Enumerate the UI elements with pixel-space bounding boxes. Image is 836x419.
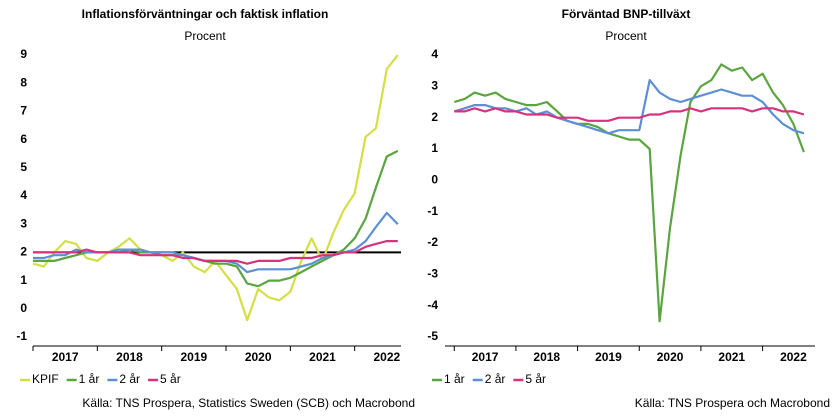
- legend-label: 2 år: [119, 372, 140, 386]
- chart-title: Inflationsförväntningar och faktisk infl…: [82, 7, 329, 21]
- y-tick-label: -3: [427, 267, 438, 281]
- x-tick-label: 2020: [657, 350, 684, 364]
- chart-subtitle: Procent: [605, 29, 647, 43]
- legend-label: 5 år: [525, 372, 546, 386]
- y-tick-label: 8: [20, 75, 27, 89]
- legend-label: 2 år: [485, 372, 506, 386]
- y-tick-label: -1: [16, 329, 27, 343]
- chart-title: Förväntad BNP-tillväxt: [562, 7, 691, 21]
- source-note: Källa: TNS Prospera, Statistics Sweden (…: [82, 396, 415, 410]
- legend-label: KPIF: [32, 372, 59, 386]
- x-tick-label: 2019: [595, 350, 622, 364]
- y-tick-label: 5: [20, 160, 27, 174]
- y-tick-label: 2: [20, 245, 27, 259]
- y-tick-label: 1: [431, 141, 438, 155]
- x-tick-label: 2020: [245, 350, 272, 364]
- y-tick-label: 4: [431, 47, 438, 61]
- x-tick-label: 2017: [52, 350, 79, 364]
- y-tick-label: 0: [431, 173, 438, 187]
- y-tick-label: 0: [20, 301, 27, 315]
- x-tick-label: 2019: [180, 350, 207, 364]
- y-tick-label: 6: [20, 132, 27, 146]
- series-line: [453, 63, 805, 323]
- x-tick-label: 2018: [116, 350, 143, 364]
- legend-label: 5 år: [160, 372, 181, 386]
- series-line: [33, 240, 398, 265]
- y-tick-label: 3: [431, 79, 438, 93]
- series-line: [32, 54, 399, 322]
- series-line: [33, 149, 399, 288]
- chart-subtitle: Procent: [184, 29, 226, 43]
- x-tick-label: 2021: [718, 350, 745, 364]
- y-tick-label: -2: [427, 235, 438, 249]
- y-tick-label: 4: [20, 188, 27, 202]
- legend-label: 1 år: [444, 372, 465, 386]
- y-tick-label: -5: [427, 329, 438, 343]
- y-tick-label: -4: [427, 298, 438, 312]
- series-line: [454, 107, 805, 122]
- legend-label: 1 år: [79, 372, 100, 386]
- y-tick-label: -1: [427, 204, 438, 218]
- y-tick-label: 3: [20, 216, 27, 230]
- y-tick-label: 9: [20, 47, 27, 61]
- series-line: [453, 79, 805, 135]
- source-note: Källa: TNS Prospera och Macrobond: [635, 396, 830, 410]
- x-tick-label: 2022: [780, 350, 807, 364]
- y-tick-label: 2: [431, 110, 438, 124]
- y-tick-label: 7: [20, 104, 27, 118]
- y-tick-label: 1: [20, 273, 27, 287]
- x-tick-label: 2018: [533, 350, 560, 364]
- x-tick-label: 2017: [472, 350, 499, 364]
- x-tick-label: 2022: [373, 350, 400, 364]
- x-tick-label: 2021: [309, 350, 336, 364]
